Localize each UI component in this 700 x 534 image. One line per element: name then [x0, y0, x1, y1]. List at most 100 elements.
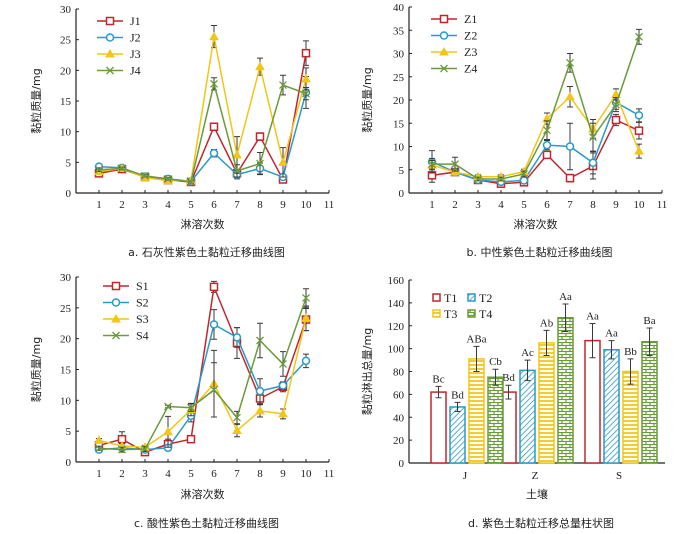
series-z4: [428, 28, 643, 184]
x-tick-label: 4: [165, 199, 171, 211]
x-tick-label: 3: [142, 199, 148, 211]
data-point-marker: [612, 100, 620, 109]
error-bar: [627, 358, 634, 385]
y-tick-label: 35: [393, 25, 405, 37]
bar: [557, 316, 574, 464]
x-axis-title: 淋溶次数: [181, 487, 225, 501]
data-point-marker: [210, 385, 218, 394]
x-tick-label: 5: [188, 199, 194, 211]
y-tick-label: 30: [393, 49, 405, 61]
legend-item-t2: T2: [467, 291, 492, 305]
series-j4: [95, 74, 310, 186]
panel-d-bar-chart: 0 20 40 60 80 100 120 140 160 黏粒淋出总量/mg 土壤 d. 紫色土黏粒…: [360, 275, 665, 530]
y-tick-label: 0: [66, 457, 72, 469]
data-point-marker: [301, 313, 311, 322]
significance-label: Bb: [624, 346, 637, 358]
data-point-marker: [164, 174, 172, 183]
bar: [487, 376, 504, 464]
series-z2: [427, 94, 644, 187]
series-s3: [94, 305, 311, 451]
error-bar: [589, 322, 596, 359]
data-point-marker: [439, 14, 449, 24]
data-point-marker: [141, 445, 149, 454]
y-axis-title: 黏粒淋出总量/mg: [360, 328, 374, 415]
series-s4: [95, 288, 310, 454]
y-axis-title: 黏粒质量/mg: [29, 337, 43, 402]
y-tick-label: 100: [388, 344, 405, 356]
data-point-marker: [256, 336, 264, 345]
series-t3: ABa Ab Bb: [466, 317, 639, 464]
series-z3: [427, 86, 644, 181]
x-tick-label: 7: [234, 468, 240, 480]
significance-label: Cb: [489, 356, 502, 368]
bar: [430, 391, 447, 464]
data-point-marker: [118, 164, 126, 173]
data-point-marker: [111, 298, 121, 307]
y-tick-label: 25: [60, 303, 72, 315]
y-tick-label: 0: [399, 188, 405, 200]
series-line: [98, 36, 307, 182]
data-point-marker: [543, 126, 551, 135]
data-point-marker: [428, 160, 436, 169]
legend-label: J1: [130, 14, 141, 28]
data-point-marker: [565, 91, 575, 101]
y-tick-label: 25: [393, 72, 405, 84]
x-tick-label: Z: [532, 470, 539, 482]
x-tick-label: 8: [257, 199, 263, 211]
x-tick-label: 6: [544, 199, 550, 211]
y-tick-label: 10: [393, 142, 405, 154]
series-line: [431, 101, 640, 183]
x-tick-label: 8: [257, 468, 263, 480]
data-point-marker: [141, 171, 149, 180]
error-bar: [562, 303, 569, 332]
legend-item-z1: Z1: [431, 12, 477, 26]
series-t2: Bd Ac Aa: [449, 328, 620, 464]
data-point-marker: [255, 386, 265, 396]
significance-label: ABa: [466, 333, 486, 345]
y-tick-label: 25: [60, 35, 72, 47]
legend-item-t4: T4: [467, 307, 492, 321]
significance-label: Bc: [432, 373, 444, 385]
legend-item-t1: T1: [432, 291, 457, 305]
y-tick-label: 160: [388, 275, 405, 287]
y-tick-label: 20: [60, 65, 72, 77]
series-line: [98, 297, 307, 451]
legend-item-j2: J2: [97, 31, 141, 45]
data-point-marker: [105, 48, 115, 58]
data-point-marker: [233, 413, 241, 422]
x-tick-label: 9: [280, 199, 286, 211]
bar: [519, 369, 536, 464]
data-point-marker: [95, 444, 103, 453]
data-point-marker: [232, 333, 242, 342]
legend-label: T1: [444, 291, 457, 305]
data-point-marker: [209, 148, 219, 158]
y-tick-label: 5: [66, 157, 72, 169]
x-axis-title: 淋溶次数: [514, 217, 558, 231]
x-tick-label: 3: [475, 199, 481, 211]
legend-label: J2: [130, 31, 141, 45]
data-point-marker: [255, 132, 265, 141]
data-point-marker: [163, 426, 173, 436]
y-tick-label: 5: [399, 165, 405, 177]
error-bar: [543, 329, 550, 356]
data-point-marker: [209, 320, 219, 329]
data-point-marker: [187, 403, 195, 412]
legend-item-z4: Z4: [431, 62, 477, 76]
legend-label: T2: [479, 291, 492, 305]
x-tick-label: 11: [324, 199, 335, 211]
error-bar: [646, 327, 653, 356]
panel-caption: a. 石灰性紫色土黏粒迁移曲线图: [128, 245, 285, 259]
series-line: [98, 318, 307, 448]
x-tick-label: 6: [211, 468, 217, 480]
panel-caption: d. 紫色土黏粒迁移总量柱状图: [468, 516, 614, 530]
bar: [538, 342, 555, 464]
x-tick-label: 10: [301, 468, 313, 480]
y-tick-label: 20: [393, 95, 405, 107]
significance-label: Ac: [521, 347, 534, 359]
panel-caption: c. 酸性紫色土黏粒迁移曲线图: [134, 516, 279, 530]
data-point-marker: [105, 33, 115, 42]
bar: [622, 370, 639, 464]
x-tick-label: 7: [567, 199, 573, 211]
